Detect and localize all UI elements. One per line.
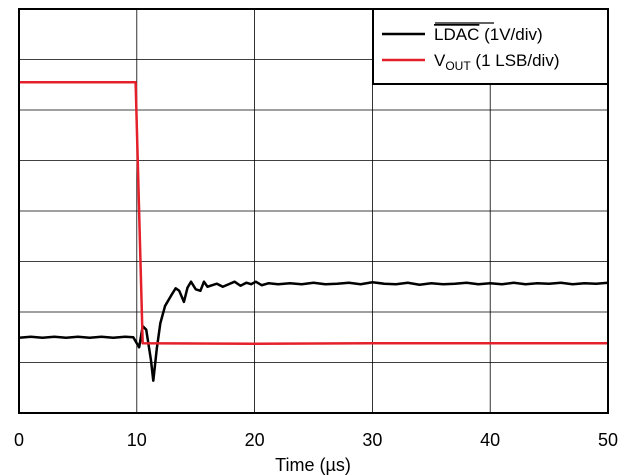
x-tick-labels: 0 10 20 30 40 50 (14, 430, 618, 450)
x-axis-title: Time (µs) (275, 455, 351, 475)
series-line-vout (19, 80, 608, 346)
x-tick-label: 10 (127, 430, 147, 450)
legend: LDAC (1V/div) VOUT (1 LSB/div) (372, 8, 609, 85)
x-tick-label: 0 (14, 430, 24, 450)
legend-label-ldac: LDAC (1V/div) (434, 25, 543, 44)
legend-box (372, 8, 609, 85)
x-tick-label: 50 (598, 430, 618, 450)
plot-frame (18, 8, 609, 414)
legend-label-vout: VOUT (1 LSB/div) (434, 51, 560, 73)
series-line-ldac (18, 280, 609, 382)
x-tick-label: 40 (480, 430, 500, 450)
x-tick-label: 30 (362, 430, 382, 450)
x-tick-label: 20 (245, 430, 265, 450)
series-layer (18, 80, 609, 382)
